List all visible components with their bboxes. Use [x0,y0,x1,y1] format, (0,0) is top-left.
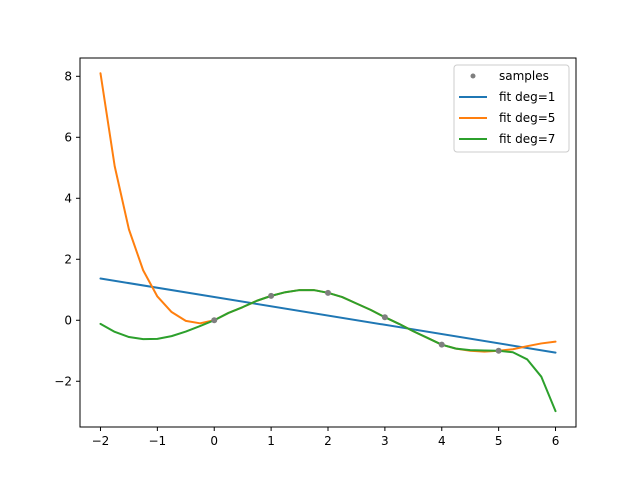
x-tick-label: −1 [149,434,167,448]
axes: −2 −1 0 1 2 3 4 5 6 −2 0 2 4 6 8 [54,57,577,448]
legend-swatch-marker [470,73,476,79]
plot-content [99,72,557,413]
sample-point [495,347,502,354]
y-tick-label: 4 [64,191,72,205]
series-line-1 [99,277,557,354]
y-tick-label: 8 [64,69,72,83]
sample-point [438,341,445,348]
sample-point [381,314,388,321]
legend-label: fit deg=5 [499,111,555,125]
legend-label: fit deg=7 [499,132,555,146]
x-tick-label: 4 [438,434,446,448]
legend: samples fit deg=1 fit deg=5 fit deg=7 [453,64,570,153]
x-tick-label: 0 [210,434,218,448]
y-tick-label: 6 [64,130,72,144]
x-tick-label: 1 [267,434,275,448]
x-tick-label: −2 [92,434,110,448]
sample-point [325,289,331,296]
legend-label: samples [499,69,549,83]
plot-area [99,72,557,413]
x-tick-label: 3 [381,434,389,448]
y-tick-label: −2 [54,374,72,388]
legend-label: fit deg=1 [499,90,555,104]
y-tick-label: 2 [64,252,72,266]
x-tick-label: 5 [495,434,503,448]
x-tick-label: 2 [324,434,332,448]
sample-point [211,317,218,324]
legend-box [453,64,570,153]
sample-point [268,292,275,299]
y-tick-label: 0 [64,313,72,327]
x-tick-label: 6 [552,434,560,448]
